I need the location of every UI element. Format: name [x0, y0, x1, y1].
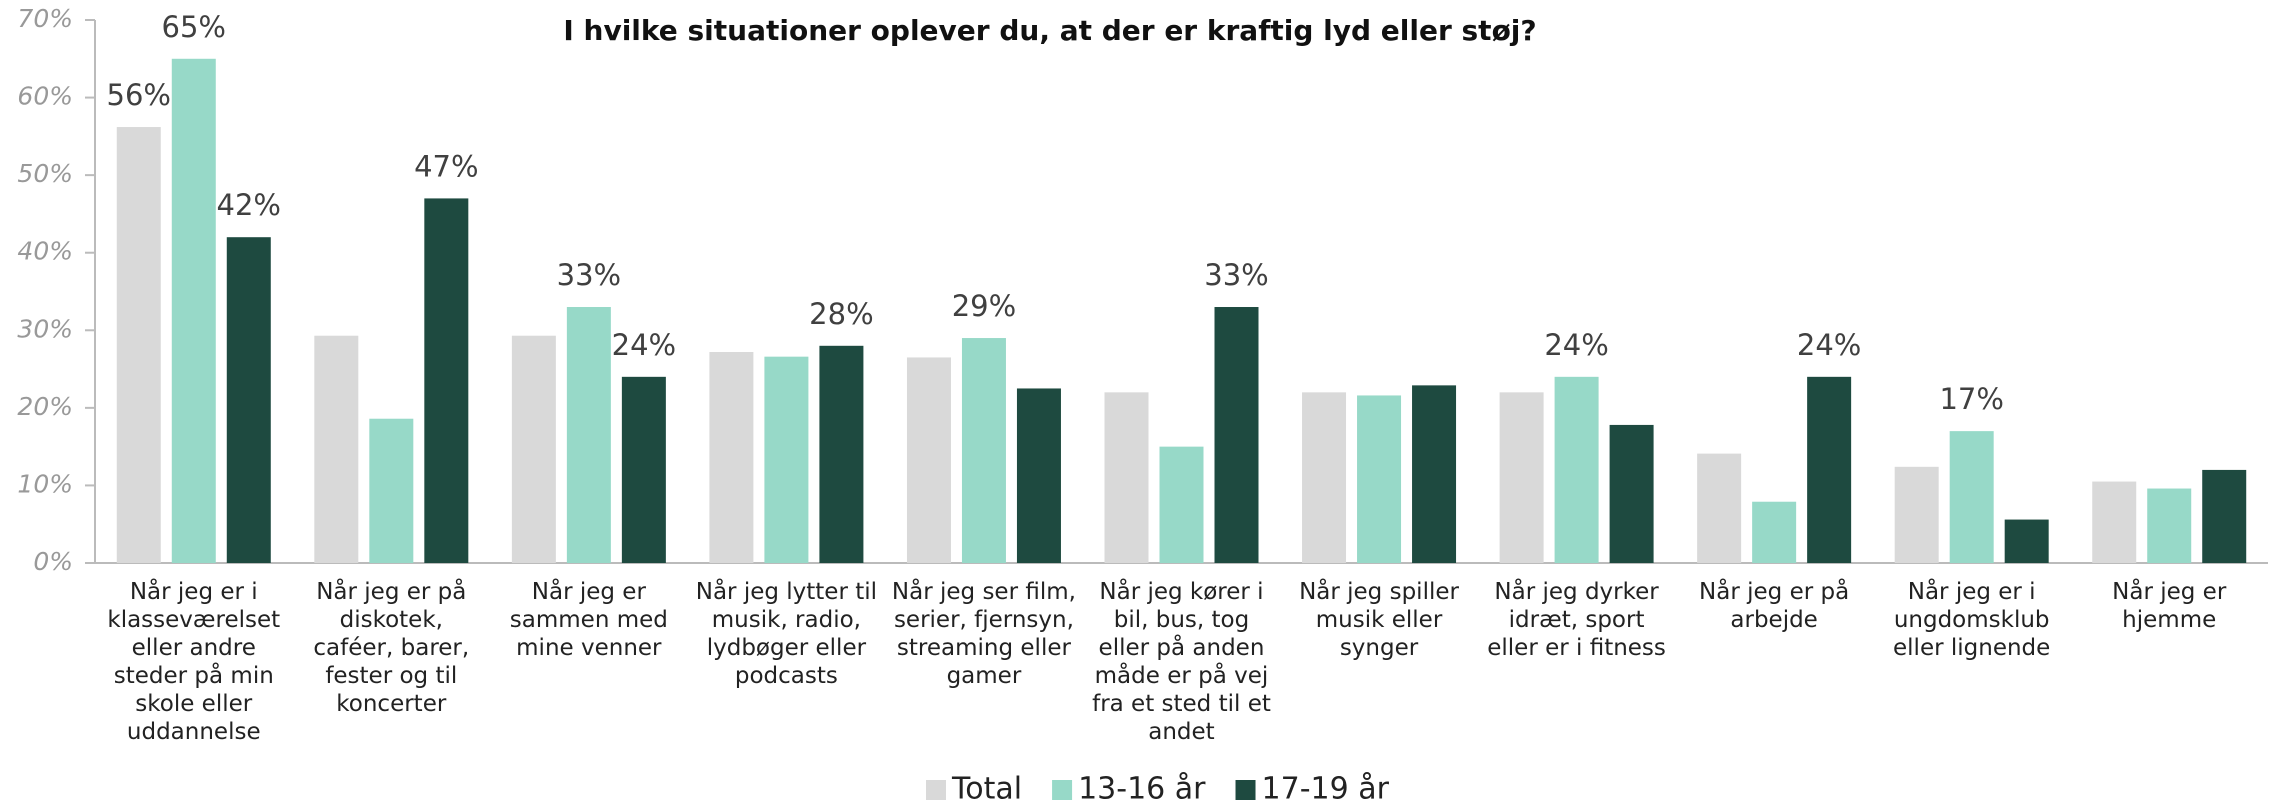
bar	[1697, 453, 1742, 563]
y-tick-label: 60%	[17, 82, 73, 111]
bar	[1214, 307, 1259, 563]
data-label: 17%	[1939, 382, 2003, 416]
x-tick-label: Når jeg lytter til musik, radio, lydbøge…	[695, 579, 878, 689]
bar	[621, 376, 666, 563]
data-label: 56%	[107, 78, 171, 112]
legend-swatch	[926, 780, 946, 800]
data-label: 47%	[414, 149, 478, 183]
data-label: 24%	[1544, 328, 1608, 362]
y-tick-label: 50%	[17, 159, 73, 188]
x-tick-label: Når jeg spiller musik eller synger	[1299, 579, 1459, 661]
bar	[819, 345, 864, 563]
bar	[1302, 392, 1347, 563]
x-tick-label: Når jeg er i ungdomsklub eller lignende	[1893, 579, 2051, 661]
legend-label: Total	[951, 772, 1022, 804]
x-tick-label: Når jeg er på arbejde	[1699, 579, 1850, 633]
data-label: 65%	[162, 10, 226, 44]
bar	[1104, 392, 1149, 563]
bar	[226, 237, 271, 563]
bar	[2004, 519, 2049, 563]
x-tick-label: Når jeg er sammen med mine venner	[509, 579, 668, 661]
x-tick-label: Når jeg dyrker idræt, sport eller er i f…	[1487, 579, 1666, 661]
bar	[566, 307, 611, 563]
bar	[709, 352, 754, 563]
legend-label: 13-16 år	[1078, 772, 1206, 804]
bar	[314, 335, 359, 563]
bar	[2202, 469, 2247, 563]
data-label: 29%	[952, 289, 1016, 323]
bar	[369, 418, 414, 563]
y-tick-label: 10%	[17, 469, 73, 498]
bar	[1949, 431, 1994, 563]
chart-title: I hvilke situationer oplever du, at der …	[563, 14, 1536, 47]
data-label: 42%	[217, 188, 281, 222]
bar	[2092, 481, 2137, 563]
bar	[116, 127, 161, 563]
bar	[1894, 466, 1939, 563]
bar	[1357, 395, 1402, 563]
bar	[511, 335, 556, 563]
y-tick-label: 30%	[17, 314, 73, 343]
data-label: 24%	[1797, 328, 1861, 362]
legend-label: 17-19 år	[1262, 772, 1390, 804]
bar	[2147, 488, 2192, 563]
y-tick-label: 20%	[17, 392, 73, 421]
data-label: 28%	[809, 297, 873, 331]
legend-swatch	[1235, 780, 1256, 800]
y-tick-label: 40%	[17, 237, 73, 266]
bar	[1807, 376, 1852, 563]
x-tick-label: Når jeg er hjemme	[2112, 579, 2227, 633]
bar	[1159, 446, 1204, 563]
y-tick-label: 0%	[33, 547, 73, 576]
bar	[171, 58, 216, 564]
x-tick-label: Når jeg ser film, serier, fjernsyn, stre…	[891, 579, 1076, 689]
y-tick-label: 70%	[17, 4, 73, 33]
data-label: 24%	[612, 328, 676, 362]
bar	[906, 357, 951, 563]
x-tick-label: Når jeg er i klasseværelset eller andre …	[107, 579, 281, 745]
data-label: 33%	[557, 258, 621, 292]
bar	[1752, 501, 1797, 563]
bar	[1412, 385, 1457, 563]
bar	[424, 198, 469, 563]
x-tick-label: Når jeg kører i bil, bus, tog eller på a…	[1092, 579, 1271, 745]
data-label: 33%	[1204, 258, 1268, 292]
bar	[1554, 376, 1599, 563]
legend-swatch	[1052, 780, 1073, 800]
bar	[764, 356, 809, 563]
bar	[1609, 424, 1654, 563]
bar	[1016, 388, 1061, 563]
bar	[961, 338, 1006, 563]
x-tick-label: Når jeg er på diskotek, caféer, barer, f…	[313, 579, 470, 717]
bar	[1499, 392, 1544, 563]
